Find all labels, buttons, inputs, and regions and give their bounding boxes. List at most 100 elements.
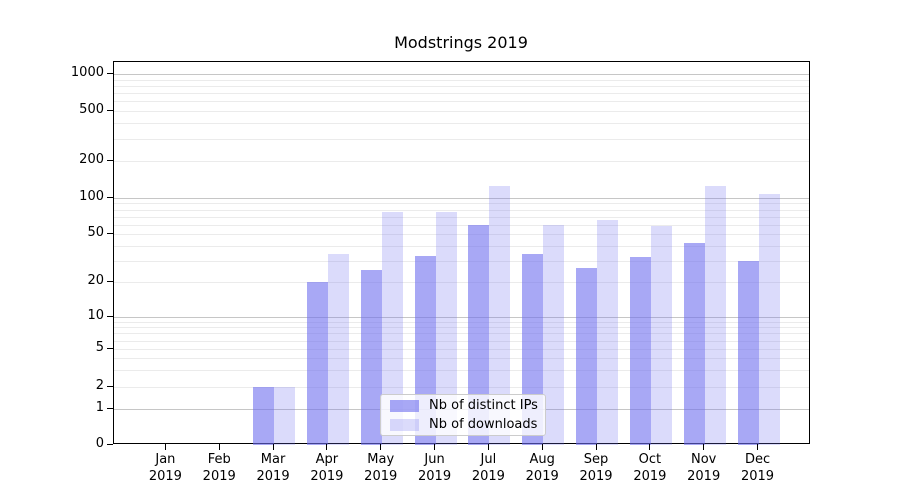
x-tick-label: Mar 2019 — [256, 452, 290, 484]
gridline-minor — [114, 282, 809, 283]
gridline-major — [114, 317, 809, 318]
bar-oct-downloads — [650, 226, 672, 445]
y-tick-mark — [107, 232, 113, 234]
bar-jul-distinct-ips — [468, 224, 490, 445]
bar-oct-distinct-ips — [629, 257, 651, 445]
chart-title: Modstrings 2019 — [394, 33, 528, 52]
y-tick-mark — [107, 443, 113, 445]
bar-dec-distinct-ips — [737, 260, 759, 445]
y-tick-label: 50 — [87, 225, 104, 240]
gridline-minor — [114, 358, 809, 360]
bar-may-distinct-ips — [360, 270, 382, 445]
x-tick-mark — [164, 444, 166, 450]
gridline-minor — [114, 333, 809, 335]
bar-aug-downloads — [543, 225, 565, 445]
x-tick-mark — [595, 444, 597, 450]
x-tick-mark — [272, 444, 274, 450]
bar-nov-downloads — [704, 186, 726, 445]
gridline-minor — [114, 340, 809, 342]
legend-item-distinct-ips: Nb of distinct IPs — [390, 398, 545, 414]
legend-label-downloads: Nb of downloads — [429, 417, 538, 432]
x-tick-mark — [326, 444, 328, 450]
bar-may-downloads — [381, 212, 403, 445]
x-tick-mark — [487, 444, 489, 450]
gridline-minor — [114, 224, 809, 226]
bar-mar-downloads — [274, 387, 296, 445]
legend: Nb of distinct IPs Nb of downloads — [380, 394, 546, 436]
bar-sep-distinct-ips — [576, 268, 598, 445]
gridline-minor — [114, 138, 809, 140]
gridline-minor — [114, 85, 809, 87]
y-tick-label: 1 — [95, 400, 104, 415]
x-tick-mark — [541, 444, 543, 450]
x-tick-label: Oct 2019 — [633, 452, 667, 484]
y-tick-mark — [107, 315, 113, 317]
x-tick-mark — [218, 444, 220, 450]
bar-dec-downloads — [758, 193, 780, 445]
gridline-minor — [114, 349, 809, 350]
bar-apr-distinct-ips — [306, 282, 328, 445]
y-tick-mark — [107, 159, 113, 161]
y-tick-label: 0 — [95, 436, 104, 451]
x-tick-mark — [703, 444, 705, 450]
y-tick-mark — [107, 72, 113, 74]
x-tick-label: Nov 2019 — [687, 452, 721, 484]
bar-jul-downloads — [489, 186, 511, 445]
legend-swatch-distinct-ips — [390, 399, 419, 412]
bar-nov-distinct-ips — [683, 243, 705, 445]
y-tick-mark — [107, 347, 113, 349]
x-tick-label: Feb 2019 — [202, 452, 236, 484]
gridline-minor — [114, 79, 809, 81]
x-tick-mark — [757, 444, 759, 450]
gridline-minor — [114, 370, 809, 372]
bar-apr-downloads — [327, 254, 349, 445]
y-tick-label: 200 — [79, 152, 104, 167]
x-tick-label: Apr 2019 — [310, 452, 344, 484]
gridline-minor — [114, 245, 809, 247]
x-tick-mark — [649, 444, 651, 450]
x-tick-label: May 2019 — [364, 452, 398, 484]
legend-label-distinct-ips: Nb of distinct IPs — [429, 398, 538, 413]
x-tick-mark — [380, 444, 382, 450]
x-tick-label: Jan 2019 — [148, 452, 182, 484]
gridline-minor — [114, 321, 809, 323]
x-tick-label: Aug 2019 — [525, 452, 559, 484]
x-tick-mark — [434, 444, 436, 450]
gridline-minor — [114, 209, 809, 211]
y-tick-label: 5 — [95, 340, 104, 355]
y-tick-mark — [107, 196, 113, 198]
gridline-minor — [114, 387, 809, 388]
x-tick-label: Sep 2019 — [579, 452, 613, 484]
gridline-minor — [114, 327, 809, 329]
gridline-minor — [114, 161, 809, 162]
y-tick-mark — [107, 109, 113, 111]
bar-mar-distinct-ips — [253, 387, 275, 445]
y-tick-label: 20 — [87, 273, 104, 288]
gridline-minor — [114, 111, 809, 112]
x-tick-label: Jul 2019 — [471, 452, 505, 484]
gridline-major — [114, 198, 809, 199]
y-tick-mark — [107, 385, 113, 387]
y-tick-mark — [107, 280, 113, 282]
gridline-minor — [114, 216, 809, 218]
gridline-minor — [114, 101, 809, 103]
plot-area: Nb of distinct IPs Nb of downloads — [113, 61, 810, 445]
legend-item-downloads: Nb of downloads — [390, 417, 545, 433]
x-tick-label: Jun 2019 — [418, 452, 452, 484]
y-tick-label: 500 — [79, 102, 104, 117]
y-tick-mark — [107, 407, 113, 409]
gridline-minor — [114, 123, 809, 125]
gridline-minor — [114, 260, 809, 262]
y-tick-label: 1000 — [70, 65, 104, 80]
bar-sep-downloads — [597, 220, 619, 445]
gridline-minor — [114, 203, 809, 205]
x-tick-label: Dec 2019 — [740, 452, 775, 484]
y-tick-label: 100 — [79, 189, 104, 204]
bar-jun-downloads — [435, 212, 457, 445]
legend-swatch-downloads — [390, 418, 419, 431]
gridline-major — [114, 74, 809, 75]
y-tick-label: 2 — [95, 378, 104, 393]
gridline-minor — [114, 93, 809, 95]
y-tick-label: 10 — [87, 308, 104, 323]
